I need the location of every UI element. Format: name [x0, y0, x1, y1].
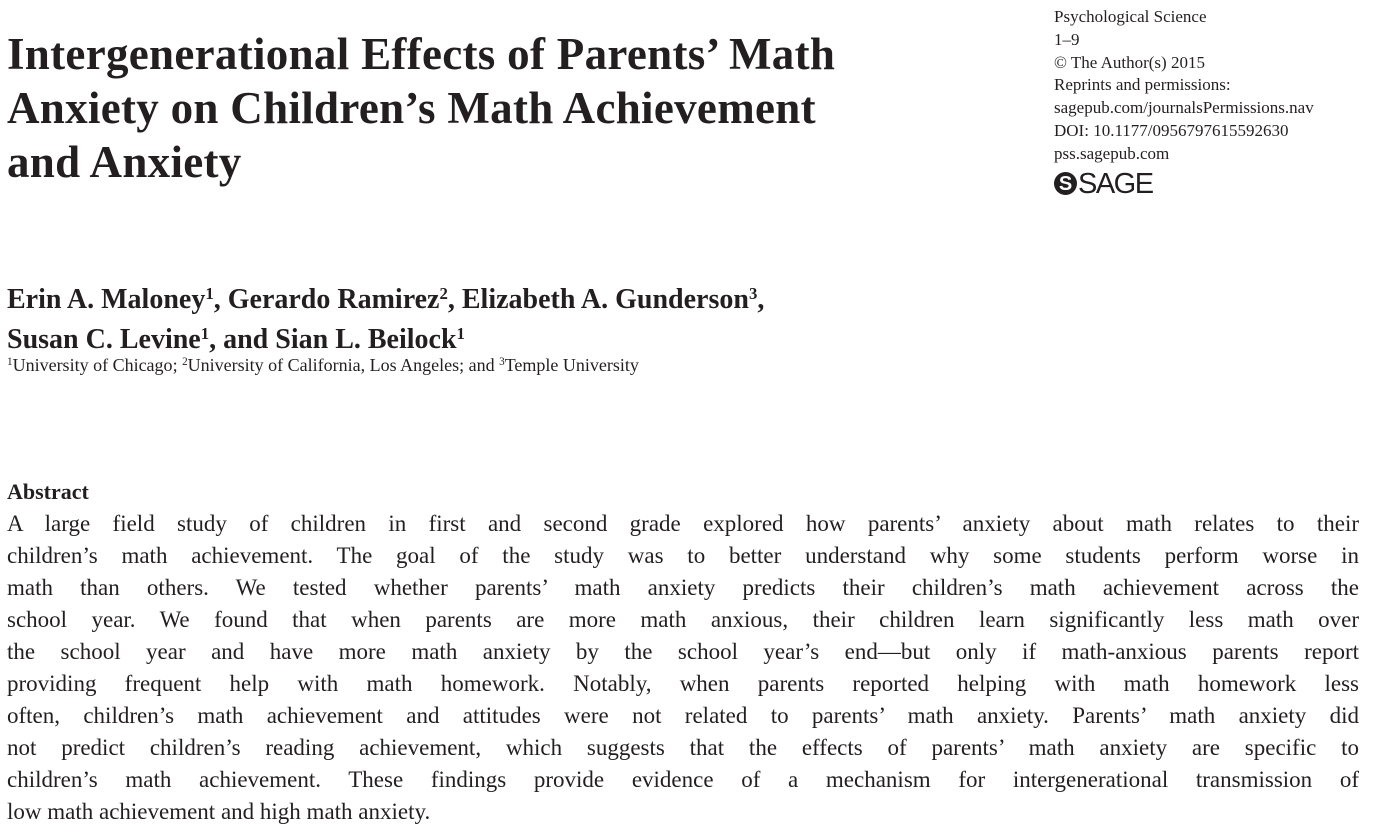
- affil-sep: ;: [172, 355, 183, 375]
- author-sep: , and: [209, 324, 276, 355]
- affil-sup: 2: [182, 356, 188, 369]
- affil-name: Temple University: [504, 355, 639, 375]
- author-name: Elizabeth A. Gunderson: [461, 284, 749, 315]
- abstract-body: A large field study of children in first…: [7, 508, 1359, 828]
- title-line: Intergenerational Effects of Parents’ Ma…: [7, 29, 836, 79]
- author-affil-sup: 1: [200, 323, 210, 343]
- sage-s-circle-icon: S: [1054, 172, 1077, 196]
- author-line: Susan C. Levine1, and Sian L. Beilock1: [7, 321, 764, 361]
- author-affil-sup: 3: [748, 283, 758, 303]
- doi[interactable]: DOI: 10.1177/0956797615592630: [1054, 120, 1289, 140]
- abstract-line: school year. We found that when parents …: [7, 607, 1359, 632]
- permissions-link[interactable]: sagepub.com/journalsPermissions.nav: [1054, 98, 1314, 118]
- author-affil-sup: 1: [456, 323, 465, 343]
- title-line: Anxiety on Children’s Math Achievement: [7, 83, 816, 133]
- abstract-line: low math achievement and high math anxie…: [7, 799, 431, 824]
- abstract-line: children’s math achievement. The goal of…: [7, 543, 1359, 568]
- reprints-label: Reprints and permissions:: [1054, 75, 1231, 95]
- sage-logo: S SAGE: [1054, 169, 1314, 199]
- journal-url[interactable]: pss.sagepub.com: [1054, 143, 1170, 163]
- title-line: and Anxiety: [7, 137, 242, 187]
- journal-meta: Psychological Science 1–9 © The Author(s…: [1054, 6, 1314, 199]
- abstract-line: not predict children’s reading achieveme…: [7, 735, 1359, 760]
- copyright: © The Author(s) 2015: [1054, 52, 1205, 72]
- article-title: Intergenerational Effects of Parents’ Ma…: [7, 27, 1007, 189]
- author-sep: ,: [213, 284, 228, 315]
- affil-sup: 1: [7, 356, 13, 369]
- affil-name: University of California, Los Angeles: [187, 355, 460, 375]
- affil-name: University of Chicago: [12, 355, 173, 375]
- abstract-line: math than others. We tested whether pare…: [7, 575, 1359, 600]
- author-list: Erin A. Maloney1, Gerardo Ramirez2, Eliz…: [7, 281, 764, 361]
- author-sep: ,: [757, 284, 765, 315]
- abstract-line: often, children’s math achievement and a…: [7, 703, 1359, 728]
- author-affil-sup: 1: [205, 283, 214, 303]
- abstract-line: children’s math achievement. These findi…: [7, 767, 1359, 792]
- author-name: Sian L. Beilock: [275, 324, 457, 355]
- author-line: Erin A. Maloney1, Gerardo Ramirez2, Eliz…: [7, 281, 764, 321]
- abstract-line: A large field study of children in first…: [7, 511, 1359, 536]
- sage-wordmark: SAGE: [1078, 167, 1154, 200]
- affil-sep: ; and: [459, 355, 500, 375]
- author-affil-sup: 2: [439, 283, 448, 303]
- affiliations: 1University of Chicago; 2University of C…: [7, 354, 639, 379]
- journal-name: Psychological Science: [1054, 7, 1207, 26]
- affil-sup: 3: [499, 356, 505, 369]
- abstract-line: providing frequent help with math homewo…: [7, 671, 1359, 696]
- abstract-line: the school year and have more math anxie…: [7, 639, 1359, 664]
- abstract-heading: Abstract: [7, 479, 89, 504]
- author-name: Gerardo Ramirez: [227, 284, 440, 315]
- author-name: Susan C. Levine: [7, 324, 201, 355]
- author-name: Erin A. Maloney: [7, 284, 206, 315]
- page-range: 1–9: [1054, 29, 1080, 49]
- author-sep: ,: [447, 284, 462, 315]
